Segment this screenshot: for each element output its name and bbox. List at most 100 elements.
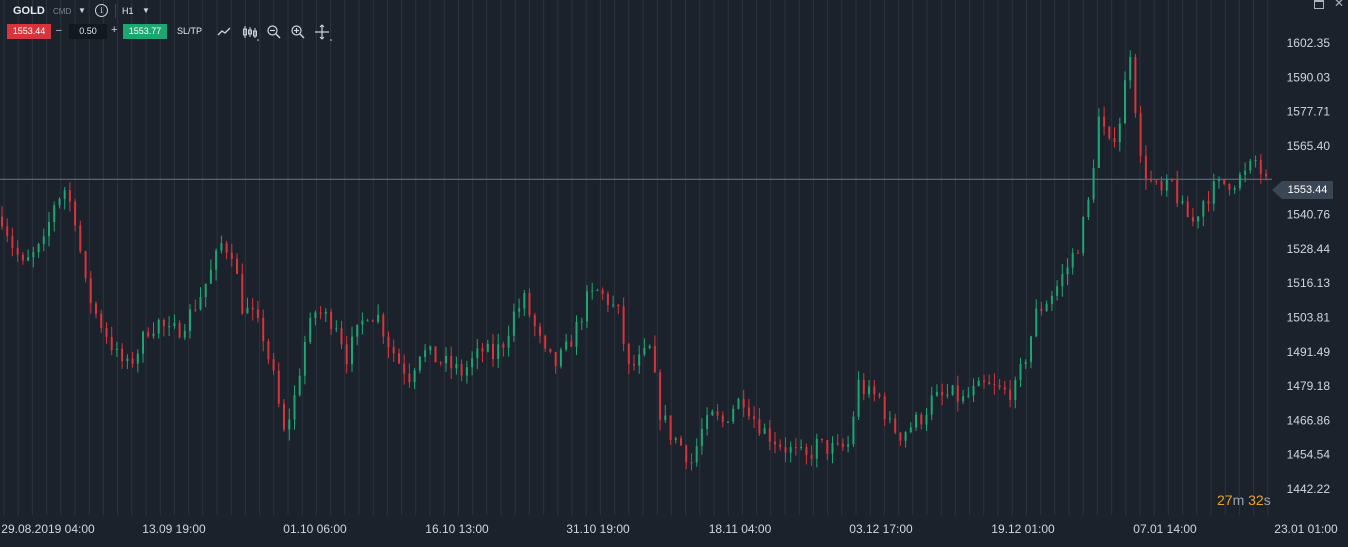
- candle-body: [37, 244, 40, 253]
- candle-body: [596, 290, 599, 291]
- chevron-down-icon[interactable]: ▼: [78, 6, 86, 15]
- candle-body: [998, 385, 1001, 388]
- close-icon[interactable]: ✕: [1333, 0, 1344, 10]
- x-tick-label: 01.10 06:00: [283, 522, 347, 536]
- buy-button[interactable]: 1553.77: [123, 24, 167, 39]
- candle-body: [293, 395, 296, 420]
- candle-body: [68, 190, 71, 202]
- candle-body: [909, 427, 912, 433]
- candle-body: [674, 438, 677, 440]
- y-tick-label: 1442.22: [1287, 482, 1331, 496]
- candle-body: [899, 432, 902, 441]
- zoom-in-icon[interactable]: [290, 24, 306, 40]
- info-icon[interactable]: i: [95, 4, 108, 17]
- candle-body: [84, 251, 87, 279]
- candle-body: [659, 372, 662, 420]
- candle-body: [695, 446, 698, 463]
- candle-body: [225, 243, 228, 253]
- candle-body: [805, 447, 808, 455]
- candle-body: [962, 396, 965, 402]
- candle-body: [549, 348, 552, 352]
- candle-body: [753, 416, 756, 420]
- crosshair-icon[interactable]: [314, 24, 332, 41]
- candle-body: [1019, 364, 1022, 381]
- candle-body: [1181, 201, 1184, 204]
- candle-body: [413, 370, 416, 383]
- candle-body: [340, 328, 343, 345]
- candle-body: [904, 432, 907, 441]
- candle-body: [173, 322, 176, 327]
- candle-body: [768, 428, 771, 442]
- chart-toolbar: GOLD CMD ▼ i H1 ▼ 1553.44 – 0.50 + 1553.…: [0, 0, 360, 46]
- line-chart-icon[interactable]: [216, 24, 232, 40]
- candle-body: [1212, 181, 1215, 204]
- candle-body: [314, 312, 317, 318]
- candle-body: [1238, 174, 1241, 188]
- candle-body: [810, 454, 813, 459]
- zoom-out-icon[interactable]: [266, 24, 282, 40]
- candle-body: [319, 312, 322, 314]
- candle-body: [554, 351, 557, 367]
- candle-body: [241, 273, 244, 314]
- divider: [115, 4, 116, 18]
- candle-body: [126, 358, 129, 362]
- candle-body: [606, 293, 609, 305]
- candle-body: [16, 247, 19, 255]
- candle-body: [492, 343, 494, 359]
- candle-body: [1050, 295, 1053, 304]
- candle-body: [236, 258, 238, 274]
- sl-tp-button[interactable]: SL/TP: [177, 26, 203, 36]
- candle-body: [486, 343, 489, 352]
- window-layout-icon[interactable]: [1314, 0, 1324, 9]
- candle-body: [669, 415, 672, 440]
- candle-body: [251, 307, 254, 310]
- candle-body: [178, 322, 181, 338]
- candle-body: [862, 379, 865, 395]
- y-tick-label: 1454.54: [1287, 448, 1331, 462]
- candle-body: [27, 257, 30, 261]
- candle-body: [888, 418, 891, 420]
- candle-body: [1, 216, 3, 227]
- candle-body: [763, 428, 766, 434]
- candle-body: [1207, 201, 1210, 204]
- candle-body: [627, 343, 630, 364]
- candle-body: [601, 290, 604, 294]
- y-tick-label: 1479.18: [1287, 379, 1331, 393]
- y-tick-label: 1503.81: [1287, 311, 1331, 325]
- candle-body: [1082, 217, 1085, 254]
- y-tick-label: 1590.03: [1287, 70, 1331, 84]
- candle-body: [638, 354, 641, 366]
- chevron-down-icon[interactable]: ▼: [142, 6, 150, 15]
- candle-body: [857, 379, 860, 417]
- candle-body: [382, 314, 385, 337]
- increase-volume-button[interactable]: +: [111, 24, 118, 36]
- volume-input[interactable]: 0.50: [69, 24, 107, 39]
- candle-body: [732, 408, 735, 422]
- candle-body: [1030, 336, 1032, 362]
- candle-body: [1244, 170, 1247, 175]
- candle-body: [424, 350, 427, 357]
- sell-button[interactable]: 1553.44: [7, 24, 51, 39]
- candle-body: [565, 341, 568, 350]
- candle-body: [356, 324, 359, 337]
- decrease-volume-button[interactable]: –: [56, 25, 62, 36]
- candlestick-icon[interactable]: [241, 24, 259, 41]
- candle-body: [32, 252, 35, 258]
- candle-body: [1150, 178, 1153, 181]
- candle-body: [1155, 180, 1158, 182]
- candle-body: [110, 336, 113, 350]
- candle-body: [136, 353, 139, 364]
- candle-body: [716, 411, 719, 416]
- candle-body: [1071, 252, 1074, 268]
- candle-body: [209, 269, 212, 284]
- y-tick-label: 1491.49: [1287, 345, 1331, 359]
- candle-body: [580, 321, 583, 323]
- candle-body: [1202, 201, 1205, 217]
- candle-body: [742, 399, 745, 408]
- candle-body: [481, 348, 484, 352]
- candle-body: [523, 292, 526, 309]
- candle-body: [168, 326, 171, 328]
- candle-body: [925, 414, 928, 425]
- timeframe-select[interactable]: H1: [122, 6, 134, 16]
